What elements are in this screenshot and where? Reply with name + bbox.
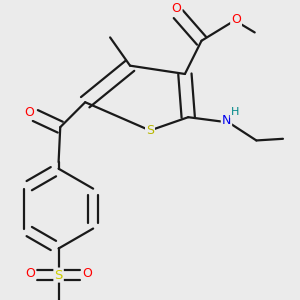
- Text: O: O: [26, 267, 35, 280]
- Text: N: N: [222, 114, 231, 127]
- Text: H: H: [231, 107, 239, 117]
- Text: S: S: [146, 124, 154, 137]
- Text: O: O: [24, 106, 34, 119]
- Text: O: O: [172, 2, 182, 15]
- Text: S: S: [54, 268, 63, 282]
- Text: O: O: [231, 13, 241, 26]
- Text: O: O: [82, 267, 92, 280]
